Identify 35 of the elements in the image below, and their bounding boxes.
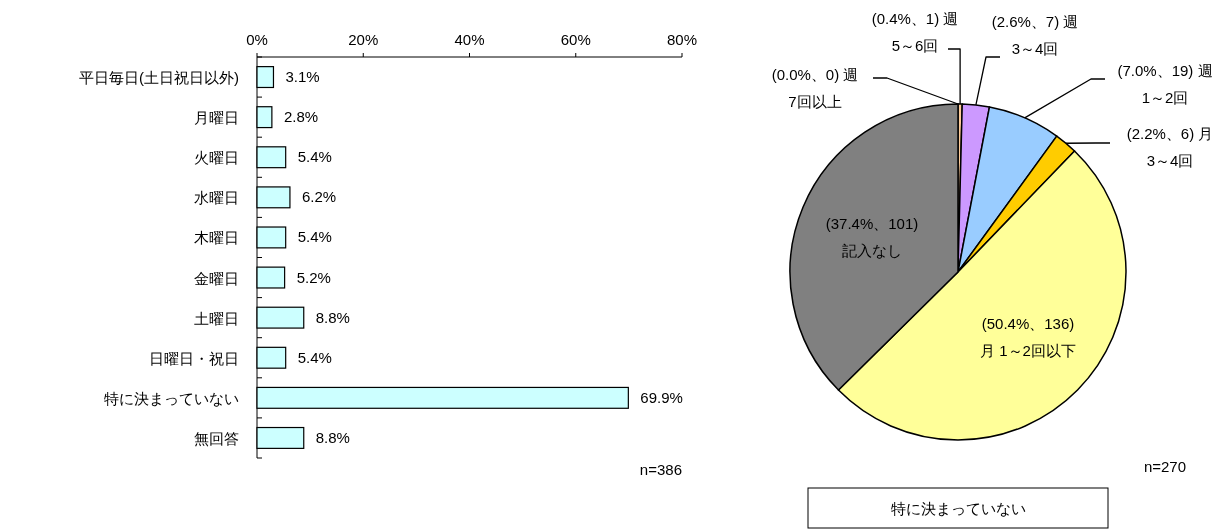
data-label: 8.8% (315, 428, 350, 446)
slice-label: (2.2%、6) 月 3～4回 (1126, 125, 1214, 169)
text: n=270 (1143, 458, 1187, 475)
data-label: 6.2% (301, 188, 337, 206)
x-tick-label: 0% (246, 31, 268, 48)
slice-label: (2.6%、7) 週 3～4回 (991, 13, 1079, 57)
y-tick-label: 火曜日 (194, 149, 239, 167)
x-tick-label: 60% (560, 31, 591, 48)
data-label: 8.8% (315, 308, 350, 326)
slice-label: (50.4%、136) 月 1～2回以下 (980, 315, 1076, 359)
data-label: 5.4% (297, 228, 332, 246)
text: n=386 (639, 461, 682, 478)
slice-label: (0.4%、1) 週 5～6回 (871, 10, 959, 54)
data-label: 5.4% (297, 348, 332, 366)
data-label: 5.2% (296, 268, 331, 286)
y-tick-label: 木曜日 (194, 229, 239, 247)
y-tick-label: 月曜日 (194, 109, 239, 127)
y-tick-label: 特に決まっていない (104, 389, 239, 407)
x-tick-label: 80% (666, 31, 698, 48)
x-tick-label: 40% (454, 31, 485, 48)
slice-label: (37.4%、101) 記入なし (825, 215, 919, 259)
y-tick-label: 金曜日 (194, 269, 239, 287)
data-label: 5.4% (297, 148, 332, 166)
y-tick-label: 無回答 (194, 429, 239, 447)
data-label: 69.9% (640, 388, 683, 406)
y-tick-label: 日曜日・祝日 (149, 349, 239, 367)
y-tick-label: 平日毎日(土日祝日以外) (79, 69, 239, 87)
data-label: 3.1% (285, 68, 320, 86)
data-label: 2.8% (283, 108, 319, 126)
y-tick-label: 水曜日 (194, 189, 239, 207)
category-label: (0.0%、0) 週 7回以上 (771, 66, 859, 110)
y-tick-label: 土曜日 (194, 309, 239, 327)
slice-label: (7.0%、19) 週 1～2回 (1117, 62, 1213, 106)
text: 特に決まっていない (890, 500, 1026, 517)
x-tick-label: 20% (348, 31, 379, 48)
